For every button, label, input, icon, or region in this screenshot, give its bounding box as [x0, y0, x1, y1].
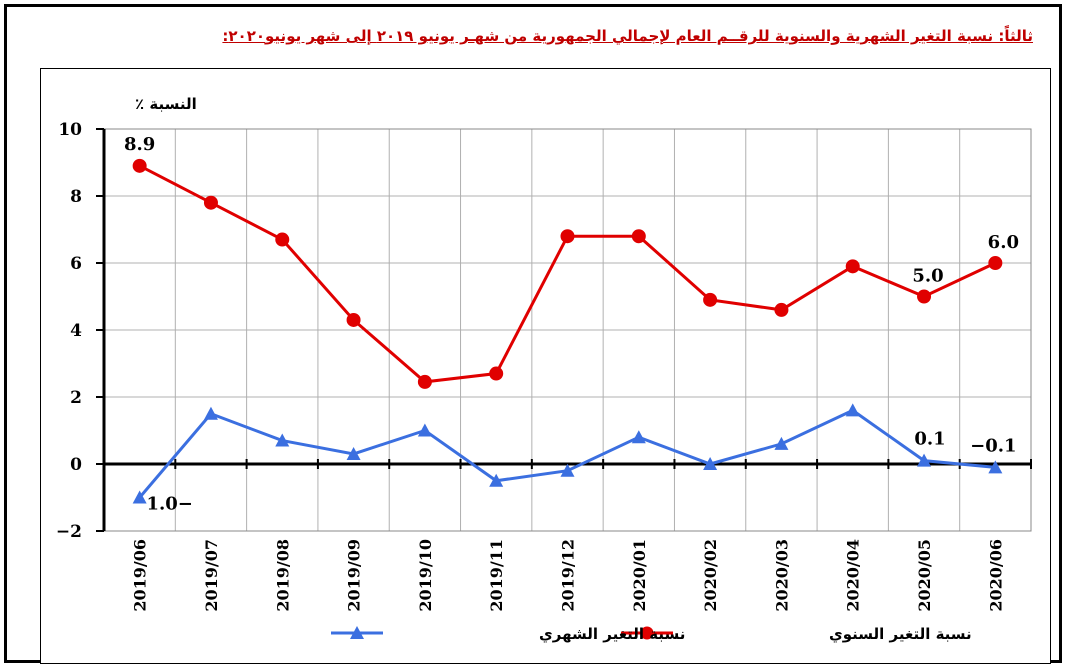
legend-label: نسبة التغير السنوي [829, 625, 972, 644]
series-point [560, 229, 575, 244]
data-label: 1.0− [146, 494, 192, 515]
line-chart: −2 0 2 4 6 8 10 2019/06 2019/07 2019/08 2019/09 201… [56, 95, 1032, 644]
series-point [988, 256, 1003, 270]
series-point [774, 302, 789, 317]
series-point [560, 463, 575, 477]
series-point [489, 473, 504, 487]
series-line-0 [138, 164, 996, 384]
y-tick-label: 2 [70, 388, 82, 408]
x-tick-label: 2020/05 [915, 539, 934, 612]
series-line-1 [138, 408, 996, 499]
figure-heading: ثالثاً: نسبة التغير الشهرية والسنوية للر… [222, 27, 1033, 45]
x-tick-label: 2019/10 [416, 539, 435, 612]
data-label: 0.1 [914, 429, 945, 450]
series-point [489, 366, 504, 381]
data-label: 8.9 [124, 134, 155, 155]
series-point [631, 229, 646, 244]
series-point [845, 403, 860, 417]
data-label: 6.0 [988, 232, 1019, 253]
series-point [631, 430, 646, 444]
figure-frame: ثالثاً: نسبة التغير الشهرية والسنوية للر… [4, 4, 1062, 664]
series-point [703, 457, 718, 470]
series-point [132, 490, 147, 504]
series-point [703, 292, 718, 307]
series-point [275, 433, 290, 447]
x-tick-label: 2020/02 [701, 539, 720, 612]
y-tick-label: 10 [58, 120, 82, 140]
chart-area: −2 0 2 4 6 8 10 2019/06 2019/07 2019/08 2019/09 201… [40, 68, 1051, 664]
x-tick-label: 2020/01 [630, 539, 649, 612]
series-point [132, 158, 147, 173]
series-point [417, 374, 432, 389]
x-tick-label: 2019/12 [559, 539, 578, 612]
legend-label: نسبة التغير الشهري [539, 625, 685, 644]
series-point [917, 289, 932, 304]
series-point [346, 446, 361, 460]
series-point [417, 423, 432, 437]
series-point [203, 195, 218, 210]
series-point [275, 232, 290, 247]
series-point [774, 436, 789, 450]
x-tick-label: 2020/03 [772, 539, 791, 612]
y-tick-label: 0 [70, 455, 82, 475]
y-tick-label: 8 [70, 187, 82, 207]
x-tick-label: 2020/06 [986, 539, 1005, 612]
data-label: 5.0 [912, 266, 943, 287]
series-point [988, 460, 1003, 474]
x-tick-label: 2020/04 [844, 539, 863, 612]
series-point [346, 312, 361, 327]
series-point [203, 406, 218, 420]
x-tick-label: 2019/11 [487, 539, 506, 612]
series-point [917, 453, 932, 467]
x-tick-label: 2019/08 [273, 539, 292, 612]
y-tick-label: −2 [56, 522, 82, 542]
x-tick-label: 2019/06 [131, 539, 150, 612]
y-tick-label: 4 [70, 321, 82, 341]
y-tick-label: 6 [70, 254, 82, 274]
x-tick-label: 2019/09 [345, 539, 364, 612]
y-axis-title: النسبة ٪ [135, 95, 197, 113]
series-point [845, 259, 860, 274]
legend-marker [350, 626, 364, 639]
x-tick-label: 2019/07 [202, 539, 221, 612]
legend-marker [640, 626, 654, 640]
data-label: −0.1 [970, 435, 1016, 456]
